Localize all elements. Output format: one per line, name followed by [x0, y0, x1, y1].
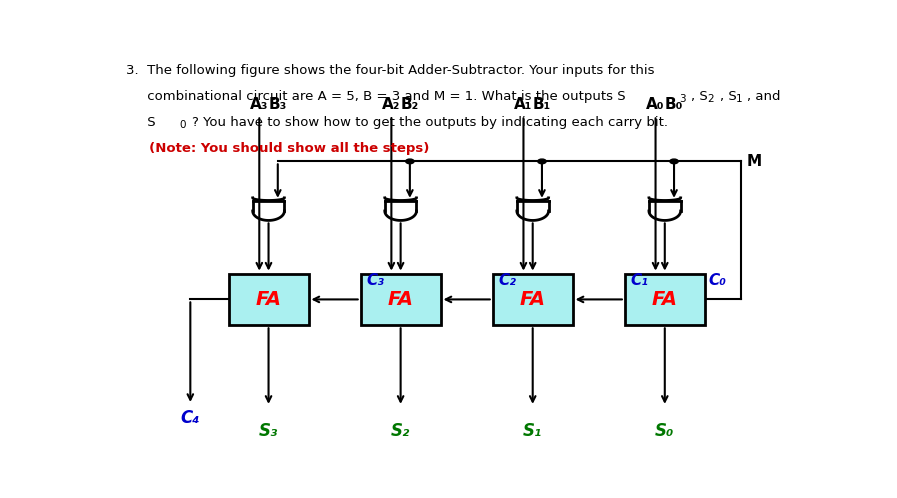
Text: B₃: B₃: [268, 97, 287, 112]
Text: A₃: A₃: [250, 97, 268, 112]
Text: S₁: S₁: [523, 422, 543, 440]
Text: S: S: [126, 116, 156, 129]
Text: FA: FA: [388, 290, 414, 309]
Text: C₄: C₄: [180, 409, 200, 427]
Text: M: M: [747, 154, 762, 169]
Text: B₂: B₂: [401, 97, 419, 112]
Text: , S: , S: [692, 90, 708, 103]
FancyBboxPatch shape: [229, 273, 309, 325]
FancyBboxPatch shape: [625, 273, 705, 325]
Text: ? You have to show how to get the outputs by indicating each carry bit.: ? You have to show how to get the output…: [192, 116, 668, 129]
Text: C₁: C₁: [631, 273, 649, 288]
Text: A₀: A₀: [647, 97, 665, 112]
Text: A₂: A₂: [382, 97, 401, 112]
Text: (Note: You should show all the steps): (Note: You should show all the steps): [126, 142, 430, 155]
FancyBboxPatch shape: [361, 273, 440, 325]
Text: C₀: C₀: [709, 273, 726, 288]
Text: B₁: B₁: [533, 97, 551, 112]
Circle shape: [405, 159, 414, 164]
Text: combinational circuit are A = 5, B = 3 and M = 1. What is the outputs S: combinational circuit are A = 5, B = 3 a…: [126, 90, 625, 103]
Circle shape: [538, 159, 546, 164]
Text: C₃: C₃: [366, 273, 384, 288]
Text: S₀: S₀: [655, 422, 675, 440]
Text: S₂: S₂: [391, 422, 410, 440]
Text: FA: FA: [256, 290, 282, 309]
Text: 2: 2: [707, 94, 714, 104]
Text: , and: , and: [747, 90, 780, 103]
Text: FA: FA: [652, 290, 678, 309]
FancyBboxPatch shape: [492, 273, 572, 325]
Circle shape: [670, 159, 678, 164]
Text: , S: , S: [719, 90, 736, 103]
Text: S₃: S₃: [259, 422, 278, 440]
Text: A₁: A₁: [514, 97, 533, 112]
Text: 3.  The following figure shows the four-bit Adder-Subtractor. Your inputs for th: 3. The following figure shows the four-b…: [126, 64, 655, 77]
Text: C₂: C₂: [499, 273, 516, 288]
Text: FA: FA: [519, 290, 545, 309]
Text: 0: 0: [179, 120, 186, 129]
Text: B₀: B₀: [665, 97, 684, 112]
Text: 3: 3: [679, 94, 685, 104]
Text: 1: 1: [736, 94, 743, 104]
